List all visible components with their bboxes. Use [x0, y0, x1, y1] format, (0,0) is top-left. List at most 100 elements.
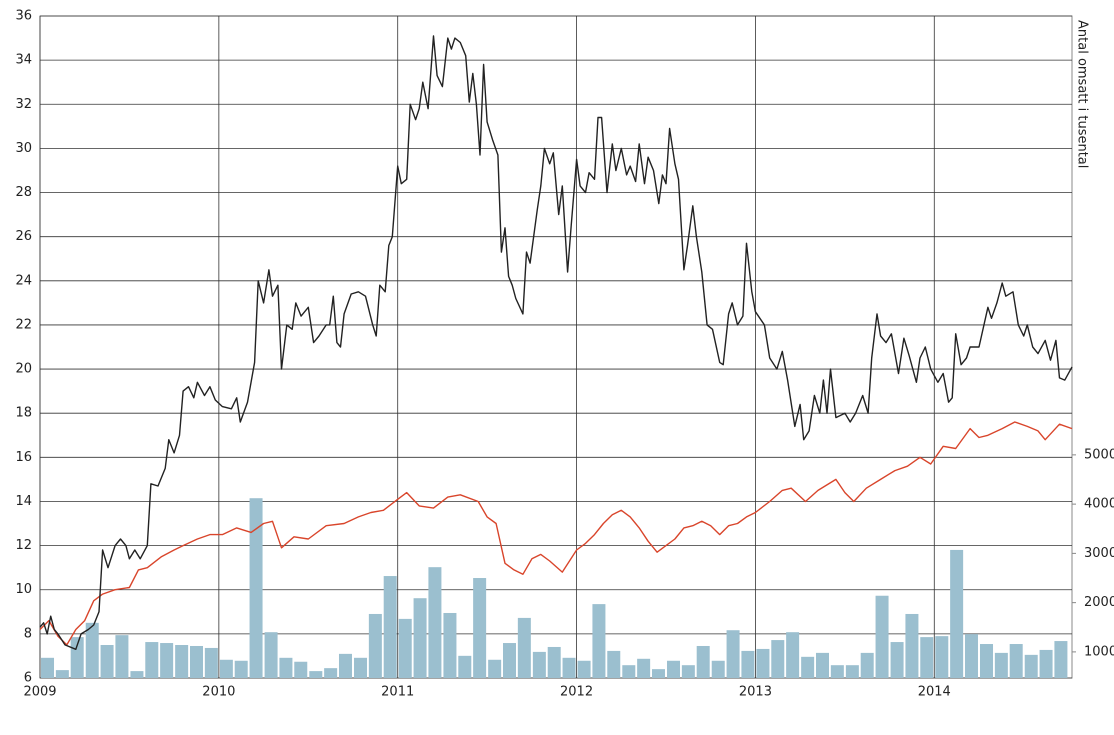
- volume-bar: [607, 650, 621, 678]
- volume-bar: [189, 645, 203, 678]
- volume-bar: [85, 622, 99, 678]
- volume-bar: [324, 668, 338, 678]
- volume-bar: [741, 650, 755, 678]
- volume-bar: [577, 660, 591, 678]
- price-line: [39, 35, 1073, 650]
- volume-bar: [398, 618, 412, 678]
- volume-bar: [368, 613, 382, 678]
- volume-bar: [1024, 654, 1038, 678]
- volume-bar: [264, 632, 278, 678]
- volume-bar: [70, 637, 84, 678]
- volume-bar: [875, 595, 889, 678]
- volume-bar: [160, 643, 174, 678]
- y-tick-label: 8: [24, 626, 32, 641]
- volume-bar: [532, 651, 546, 678]
- volume-bar: [711, 660, 725, 678]
- volume-bar: [294, 661, 308, 678]
- y2-tick-label: 3000: [1084, 546, 1114, 561]
- volume-bar: [637, 658, 651, 678]
- y-tick-label: 18: [15, 406, 32, 421]
- volume-bar: [830, 665, 844, 678]
- volume-bar: [726, 630, 740, 678]
- volume-bar: [905, 613, 919, 678]
- volume-bar: [964, 634, 978, 678]
- volume-bar: [100, 644, 114, 678]
- volume-bar: [815, 652, 829, 678]
- y-tick-label: 30: [15, 141, 32, 156]
- volume-bar: [443, 612, 457, 678]
- volume-bar: [935, 636, 949, 678]
- volume-bar: [994, 652, 1008, 678]
- y-tick-label: 16: [15, 450, 32, 465]
- y-tick-label: 28: [15, 185, 32, 200]
- y2-axis-label: Antal omsatt i tusental: [1075, 20, 1090, 168]
- volume-bar: [204, 647, 218, 678]
- y2-tick-label: 5000: [1084, 447, 1114, 462]
- x-tick-label: 2012: [560, 685, 593, 700]
- volume-bar: [428, 567, 442, 678]
- volume-bar: [681, 665, 695, 678]
- y-tick-label: 32: [15, 97, 32, 112]
- volume-bar: [354, 657, 368, 678]
- y-tick-label: 14: [15, 494, 32, 509]
- volume-bar: [547, 646, 561, 678]
- volume-bar: [1039, 649, 1053, 678]
- x-tick-label: 2009: [23, 685, 56, 700]
- volume-bar: [488, 659, 502, 678]
- volume-bar: [279, 657, 293, 678]
- volume-bar: [1009, 644, 1023, 678]
- y-tick-label: 26: [15, 229, 32, 244]
- x-tick-label: 2010: [202, 685, 235, 700]
- volume-bar: [338, 653, 352, 678]
- price-line: [39, 421, 1073, 646]
- volume-bar: [845, 665, 859, 678]
- y-tick-label: 10: [15, 582, 32, 597]
- plot-frame: [39, 15, 1073, 679]
- y-tick-label: 22: [15, 317, 32, 332]
- volume-bar: [771, 640, 785, 678]
- y-tick-label: 34: [15, 53, 32, 68]
- y2-tick-label: 2000: [1084, 595, 1114, 610]
- volume-bar: [234, 660, 248, 678]
- volume-bar: [890, 642, 904, 678]
- volume-bar: [756, 648, 770, 678]
- volume-bar: [950, 549, 964, 678]
- x-tick-label: 2011: [381, 685, 414, 700]
- volume-bar: [309, 671, 323, 678]
- volume-bar: [592, 604, 606, 678]
- volume-bar: [115, 635, 129, 678]
- volume-bar: [458, 655, 472, 678]
- volume-bar: [41, 657, 55, 678]
- y-tick-label: 6: [24, 671, 32, 686]
- volume-bar: [667, 660, 681, 678]
- volume-bar: [473, 578, 487, 678]
- volume-bar: [1054, 641, 1068, 678]
- y-tick-label: 36: [15, 9, 32, 24]
- volume-bar: [219, 659, 233, 678]
- volume-bar: [413, 598, 427, 678]
- volume-bar: [980, 644, 994, 678]
- volume-bar: [651, 669, 665, 678]
- volume-bar: [175, 644, 189, 678]
- volume-bar: [55, 670, 69, 678]
- volume-bar: [562, 657, 576, 678]
- volume-bar: [696, 645, 710, 678]
- volume-bar: [249, 498, 263, 678]
- volume-bar: [502, 643, 516, 678]
- volume-bar: [801, 656, 815, 678]
- x-tick-label: 2014: [918, 685, 951, 700]
- y2-tick-label: 1000: [1084, 644, 1114, 659]
- volume-bar: [920, 637, 934, 678]
- y-tick-label: 20: [15, 362, 32, 377]
- x-tick-label: 2013: [739, 685, 772, 700]
- volume-bar: [383, 576, 397, 678]
- y2-tick-label: 4000: [1084, 497, 1114, 512]
- volume-bar: [130, 671, 144, 678]
- volume-bar: [786, 632, 800, 678]
- volume-bar: [860, 652, 874, 678]
- y-tick-label: 12: [15, 538, 32, 553]
- volume-bar: [517, 617, 531, 678]
- volume-bar: [145, 642, 159, 678]
- volume-bar: [622, 665, 636, 678]
